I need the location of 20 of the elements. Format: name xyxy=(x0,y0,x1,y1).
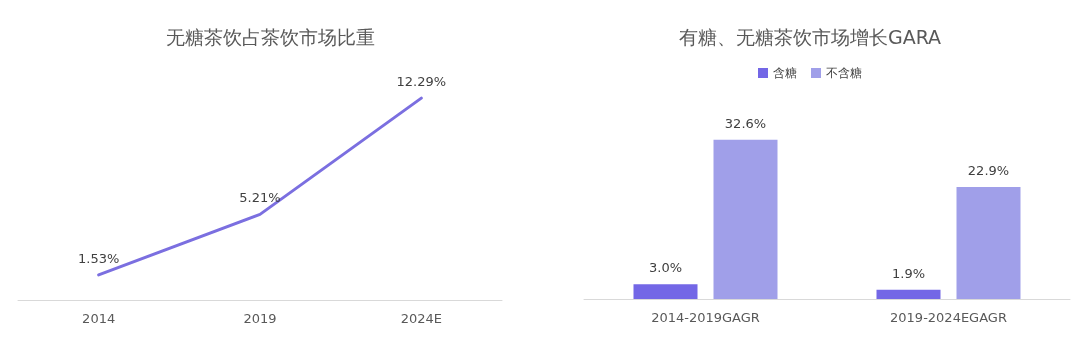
legend-label: 不含糖 xyxy=(826,66,862,80)
chart-title: 无糖茶饮占茶饮市场比重 xyxy=(165,25,375,48)
data-label: 32.6% xyxy=(724,115,767,131)
x-tick-label: 2014-2019GAGR xyxy=(651,310,760,325)
data-label: 3.0% xyxy=(648,260,683,276)
data-label: 5.21% xyxy=(239,190,281,206)
x-tick-label: 2019 xyxy=(243,311,277,326)
chart-title: 有糖、无糖茶饮市场增长GARA xyxy=(678,25,942,48)
bar xyxy=(633,284,698,299)
data-label: 22.9% xyxy=(967,163,1010,179)
legend-label: 含糖 xyxy=(773,66,797,80)
data-label: 1.9% xyxy=(891,265,926,281)
data-label: 12.29% xyxy=(396,74,447,90)
x-tick-label: 2024E xyxy=(400,311,442,326)
bar xyxy=(876,289,941,299)
bar xyxy=(713,139,778,299)
x-tick-label: 2019-2024EGAGR xyxy=(890,310,1007,325)
x-tick-label: 2014 xyxy=(82,311,116,326)
bar xyxy=(956,187,1021,299)
data-label: 1.53% xyxy=(78,250,120,266)
